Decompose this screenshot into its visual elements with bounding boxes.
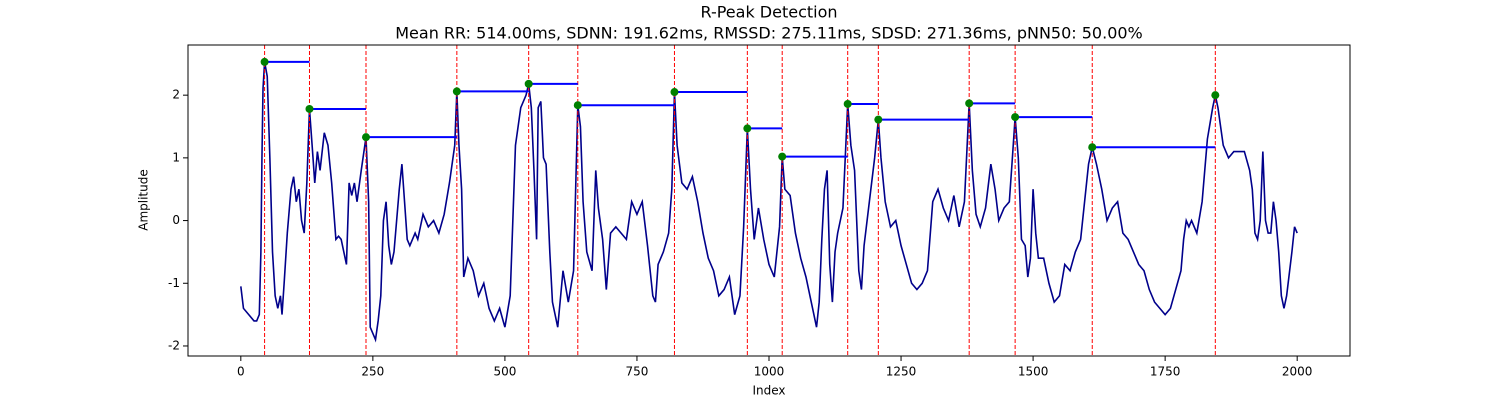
y-tick-label: 0 [172,213,180,227]
peak-marker [670,88,679,97]
peak-marker [874,115,883,124]
peak-marker [1011,113,1020,122]
chart-subtitle: Mean RR: 514.00ms, SDNN: 191.62ms, RMSSD… [395,24,1143,43]
peak-marker [778,152,787,161]
peak-marker [361,133,370,142]
peak-marker [260,57,269,66]
y-tick-label: 2 [172,88,180,102]
peak-marker [524,79,533,88]
y-tick-label: -1 [168,276,180,290]
signal-line [240,61,1298,343]
x-tick-label: 1500 [1018,365,1049,379]
x-tick-label: 750 [626,365,649,379]
x-tick-label: 1250 [886,365,917,379]
y-tick-label: -2 [168,338,180,352]
peak-marker [843,99,852,108]
x-tick-label: 0 [237,365,245,379]
x-tick-label: 250 [361,365,384,379]
chart-title: R-Peak Detection [700,3,837,22]
y-axis-label: Amplitude [137,169,151,231]
x-axis-label: Index [752,384,785,398]
x-tick-label: 500 [493,365,516,379]
x-tick-label: 2000 [1282,365,1313,379]
peak-marker [305,104,314,113]
x-tick-label: 1750 [1150,365,1181,379]
peak-marker [965,99,974,108]
peak-marker [743,124,752,133]
y-tick-label: 1 [172,150,180,164]
peak-marker [452,87,461,96]
x-tick-label: 1000 [754,365,785,379]
peak-marker [1211,91,1220,100]
peak-marker [573,101,582,110]
peak-marker [1088,143,1097,152]
plot-frame [187,44,1351,357]
